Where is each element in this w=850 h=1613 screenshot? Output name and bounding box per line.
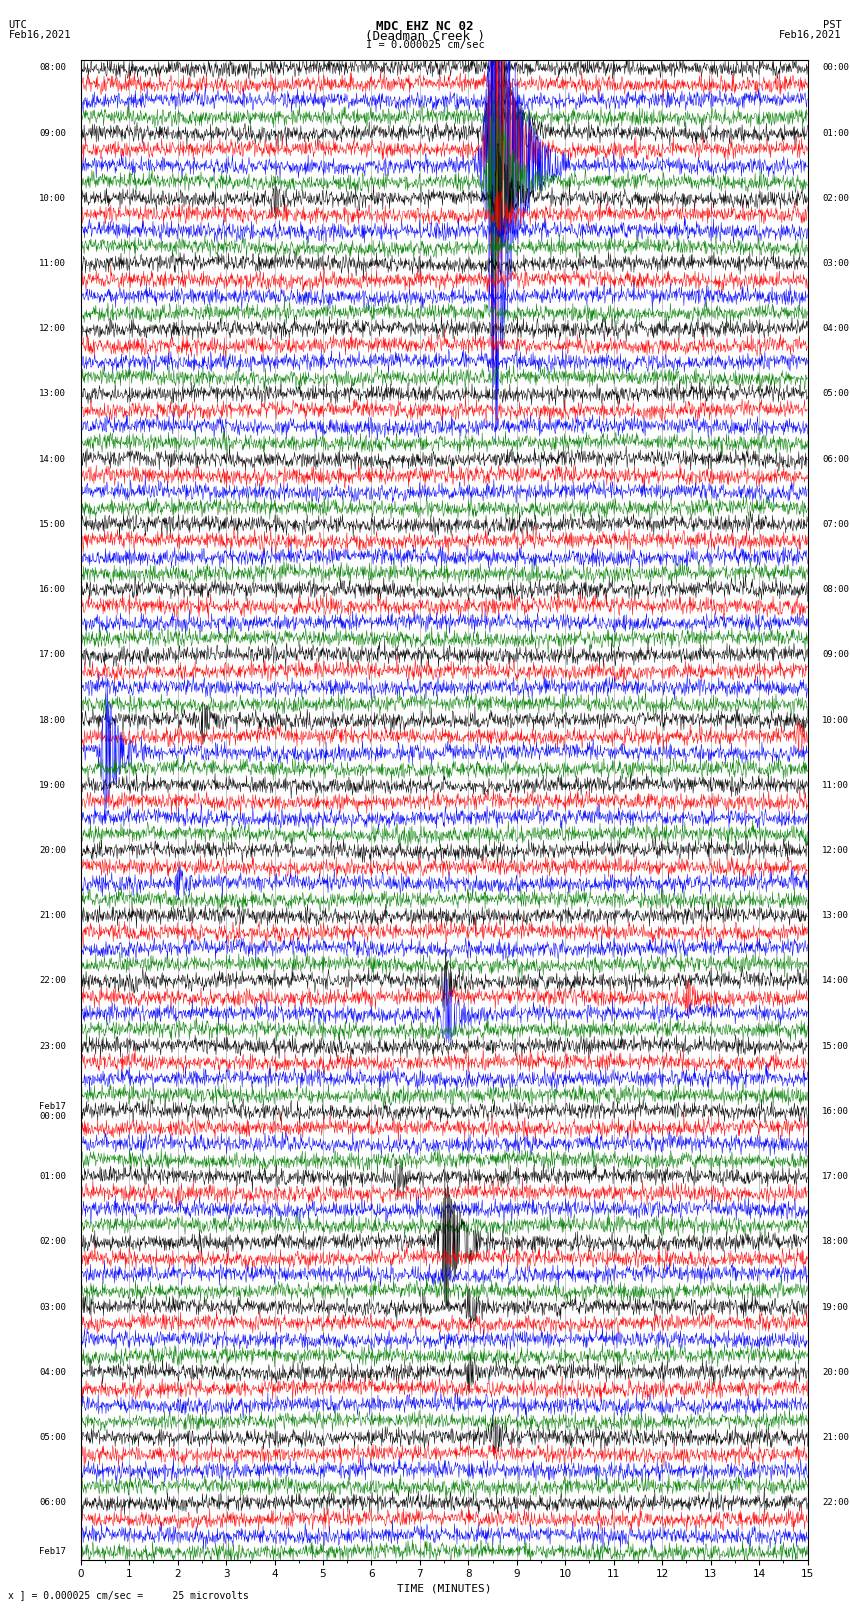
Text: 22:00: 22:00 bbox=[822, 1498, 849, 1507]
Text: 06:00: 06:00 bbox=[39, 1498, 66, 1507]
Text: MDC EHZ NC 02: MDC EHZ NC 02 bbox=[377, 19, 473, 34]
Text: 09:00: 09:00 bbox=[39, 129, 66, 137]
Text: 15:00: 15:00 bbox=[39, 519, 66, 529]
Text: 10:00: 10:00 bbox=[822, 716, 849, 724]
Text: 02:00: 02:00 bbox=[822, 194, 849, 203]
Text: 01:00: 01:00 bbox=[39, 1173, 66, 1181]
Text: 04:00: 04:00 bbox=[822, 324, 849, 334]
Text: 05:00: 05:00 bbox=[39, 1432, 66, 1442]
Text: 00:00: 00:00 bbox=[822, 63, 849, 73]
Text: 12:00: 12:00 bbox=[39, 324, 66, 334]
Text: 19:00: 19:00 bbox=[39, 781, 66, 790]
Text: 09:00: 09:00 bbox=[822, 650, 849, 660]
Text: x ] = 0.000025 cm/sec =     25 microvolts: x ] = 0.000025 cm/sec = 25 microvolts bbox=[8, 1590, 249, 1600]
Text: 17:00: 17:00 bbox=[39, 650, 66, 660]
Text: 14:00: 14:00 bbox=[39, 455, 66, 463]
Text: 22:00: 22:00 bbox=[39, 976, 66, 986]
Text: 11:00: 11:00 bbox=[39, 260, 66, 268]
X-axis label: TIME (MINUTES): TIME (MINUTES) bbox=[397, 1584, 491, 1594]
Text: 03:00: 03:00 bbox=[822, 260, 849, 268]
Text: 18:00: 18:00 bbox=[39, 716, 66, 724]
Text: 20:00: 20:00 bbox=[39, 845, 66, 855]
Text: Feb17
00:00: Feb17 00:00 bbox=[39, 1102, 66, 1121]
Text: 13:00: 13:00 bbox=[822, 911, 849, 919]
Text: 05:00: 05:00 bbox=[822, 389, 849, 398]
Text: 21:00: 21:00 bbox=[822, 1432, 849, 1442]
Text: 01:00: 01:00 bbox=[822, 129, 849, 137]
Text: 21:00: 21:00 bbox=[39, 911, 66, 919]
Text: 16:00: 16:00 bbox=[39, 586, 66, 594]
Text: 12:00: 12:00 bbox=[822, 845, 849, 855]
Text: 02:00: 02:00 bbox=[39, 1237, 66, 1247]
Text: 18:00: 18:00 bbox=[822, 1237, 849, 1247]
Text: 03:00: 03:00 bbox=[39, 1303, 66, 1311]
Text: 20:00: 20:00 bbox=[822, 1368, 849, 1378]
Text: 17:00: 17:00 bbox=[822, 1173, 849, 1181]
Text: Feb16,2021: Feb16,2021 bbox=[779, 31, 842, 40]
Text: 04:00: 04:00 bbox=[39, 1368, 66, 1378]
Text: 14:00: 14:00 bbox=[822, 976, 849, 986]
Text: UTC: UTC bbox=[8, 19, 27, 31]
Text: 07:00: 07:00 bbox=[822, 519, 849, 529]
Text: 11:00: 11:00 bbox=[822, 781, 849, 790]
Text: Feb16,2021: Feb16,2021 bbox=[8, 31, 71, 40]
Text: 08:00: 08:00 bbox=[822, 586, 849, 594]
Text: 19:00: 19:00 bbox=[822, 1303, 849, 1311]
Text: 23:00: 23:00 bbox=[39, 1042, 66, 1050]
Text: 16:00: 16:00 bbox=[822, 1107, 849, 1116]
Text: PST: PST bbox=[823, 19, 842, 31]
Text: 10:00: 10:00 bbox=[39, 194, 66, 203]
Text: Feb17: Feb17 bbox=[39, 1547, 66, 1557]
Text: 06:00: 06:00 bbox=[822, 455, 849, 463]
Text: 15:00: 15:00 bbox=[822, 1042, 849, 1050]
Text: 08:00: 08:00 bbox=[39, 63, 66, 73]
Text: (Deadman Creek ): (Deadman Creek ) bbox=[365, 31, 485, 44]
Text: I = 0.000025 cm/sec: I = 0.000025 cm/sec bbox=[366, 39, 484, 50]
Text: 13:00: 13:00 bbox=[39, 389, 66, 398]
